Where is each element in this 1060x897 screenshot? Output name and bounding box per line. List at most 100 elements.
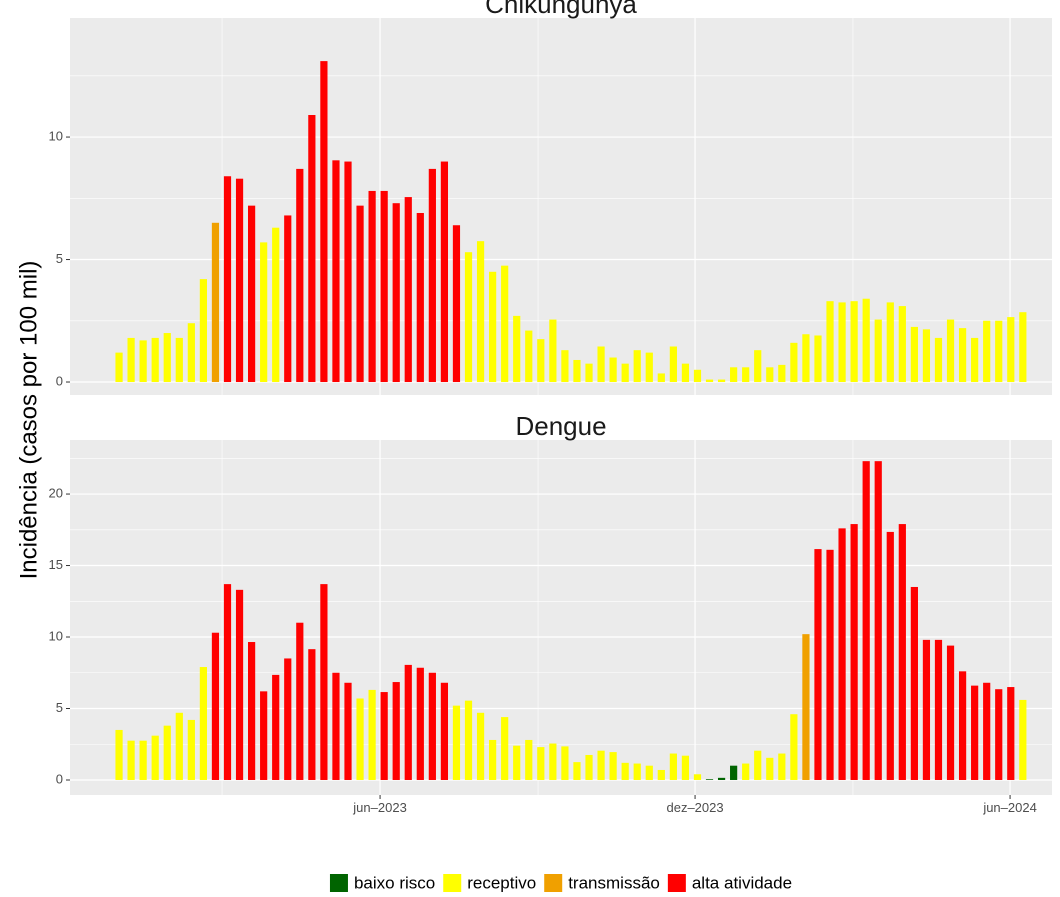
- bar: [730, 367, 738, 383]
- bar: [248, 205, 256, 383]
- bar: [934, 639, 943, 780]
- bar: [657, 769, 665, 780]
- bar: [958, 328, 967, 383]
- bar: [235, 589, 244, 780]
- bar: [862, 298, 870, 383]
- legend-label: transmissão: [568, 873, 660, 892]
- bar: [597, 750, 605, 780]
- bar: [428, 168, 436, 383]
- bar: [489, 271, 497, 383]
- bar: [826, 549, 834, 780]
- bar: [971, 685, 979, 780]
- bar: [645, 765, 653, 780]
- bar: [669, 753, 677, 780]
- bar: [1007, 317, 1015, 383]
- bar: [790, 342, 798, 383]
- bar: [802, 634, 810, 780]
- bar: [139, 740, 147, 780]
- bar: [995, 689, 1003, 780]
- bar: [332, 672, 340, 780]
- bar: [898, 306, 906, 383]
- bar: [356, 698, 364, 780]
- bar: [440, 161, 449, 383]
- bar: [621, 363, 629, 383]
- bar: [464, 700, 473, 780]
- bar: [778, 753, 786, 780]
- bar: [248, 642, 256, 780]
- bar: [886, 531, 894, 780]
- bar: [693, 774, 702, 780]
- y-tick-label: 0: [56, 373, 63, 388]
- bar: [380, 190, 388, 383]
- bar: [597, 346, 605, 383]
- bar: [476, 241, 485, 383]
- bar: [320, 61, 328, 383]
- bar: [633, 350, 641, 383]
- bar: [814, 549, 822, 780]
- bar: [730, 765, 738, 780]
- bar: [380, 692, 388, 780]
- x-tick-label: dez–2023: [666, 800, 723, 815]
- bar: [922, 329, 931, 383]
- legend-swatch: [443, 874, 462, 892]
- bar: [742, 367, 750, 383]
- bar: [513, 745, 521, 780]
- bar: [645, 352, 653, 383]
- bar: [223, 584, 232, 780]
- bar: [525, 330, 533, 383]
- bar: [549, 743, 557, 780]
- bar: [717, 379, 726, 383]
- bar: [187, 719, 195, 780]
- legend-swatch: [544, 874, 563, 892]
- bar: [983, 320, 991, 383]
- bar: [717, 777, 726, 780]
- bar: [898, 524, 906, 780]
- bar: [850, 524, 858, 780]
- bar: [476, 712, 485, 780]
- bar: [561, 350, 569, 383]
- bar: [910, 326, 918, 383]
- bar: [778, 364, 786, 383]
- bar: [681, 755, 690, 780]
- bar: [260, 242, 268, 383]
- bar: [754, 350, 762, 383]
- bar: [284, 658, 292, 780]
- bar: [971, 337, 979, 383]
- bar: [344, 682, 352, 780]
- legend-label: receptivo: [467, 873, 536, 892]
- bar: [838, 528, 846, 780]
- bar: [814, 335, 822, 383]
- bar: [525, 739, 533, 780]
- bar: [802, 334, 810, 383]
- bar: [946, 319, 955, 383]
- bar: [922, 639, 931, 780]
- bar: [826, 301, 834, 383]
- bar: [175, 712, 183, 780]
- bar: [428, 672, 436, 780]
- bar: [549, 319, 557, 383]
- legend-swatch: [329, 874, 348, 892]
- bar: [127, 337, 135, 383]
- bar: [464, 252, 473, 383]
- bar: [223, 176, 232, 383]
- bar: [151, 735, 159, 780]
- bar: [151, 337, 159, 383]
- panel-title: Dengue: [515, 411, 606, 441]
- bar: [1007, 687, 1015, 780]
- bar: [211, 632, 220, 780]
- bar: [392, 682, 400, 780]
- bar: [1019, 699, 1027, 780]
- bar: [344, 161, 352, 383]
- bar: [693, 369, 702, 383]
- bar: [838, 302, 846, 383]
- bar: [886, 302, 894, 383]
- bar: [368, 190, 376, 383]
- bar: [404, 197, 412, 383]
- bar: [501, 717, 509, 780]
- bar: [934, 337, 943, 383]
- bar: [850, 301, 858, 383]
- bar: [356, 205, 364, 383]
- bar: [609, 752, 617, 780]
